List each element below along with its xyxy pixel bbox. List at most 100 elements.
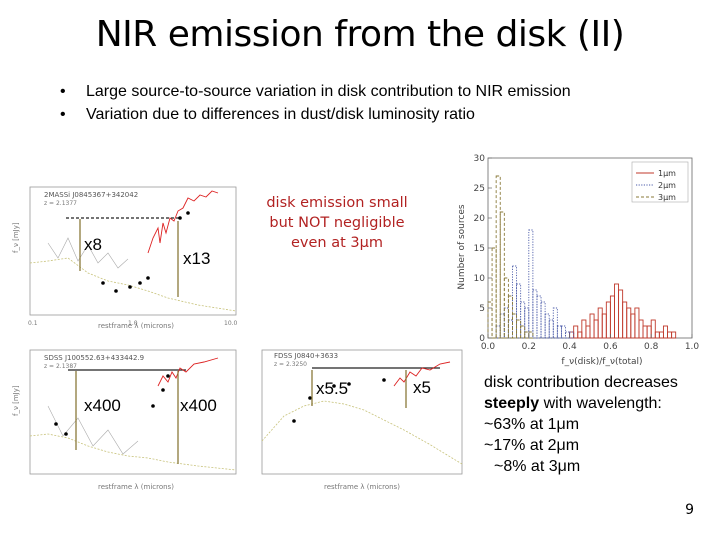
y-tick-label: 5 [479, 304, 485, 314]
x-axis-label: restframe λ (microns) [98, 483, 174, 491]
chart-legend: 1μm 2μm 3μm [631, 161, 689, 203]
summary-line: steeply with wavelength: [484, 395, 662, 412]
bullet-item: Variation due to differences in dust/dis… [60, 103, 700, 126]
histogram-bar [495, 175, 501, 339]
histogram-bar [630, 313, 636, 339]
x-tick-label: 0.4 [562, 342, 577, 352]
source-label: 2MASSi J0845367+342042 [44, 191, 138, 199]
sed-panel-2: SDSS J100552.63+433442.9 z = 2.1387 f_ν … [12, 349, 237, 491]
svg-text:z = 2.1387: z = 2.1387 [44, 363, 77, 370]
histogram-bar [597, 307, 603, 339]
histogram-bar [520, 301, 526, 339]
y-tick-label: 25 [474, 184, 485, 194]
y-axis-label: f_ν [mJy] [12, 222, 20, 253]
histogram-bar [671, 331, 677, 339]
histogram-bar [658, 331, 664, 339]
histogram-bar [507, 295, 513, 339]
histogram-bar [507, 319, 513, 339]
x-tick-label: 0.2 [522, 342, 536, 352]
x-tick-label: 0.8 [644, 342, 659, 352]
histogram-bar [503, 277, 509, 339]
histogram-bar [565, 331, 571, 339]
bullet-item: Large source-to-source variation in disk… [60, 80, 700, 103]
scale-annotation: x5 [413, 378, 431, 397]
y-tick-label: 20 [474, 214, 486, 224]
histogram-bar [642, 325, 648, 339]
histogram-bar [585, 325, 591, 339]
histogram-bar [512, 265, 518, 339]
y-tick-label: 0 [479, 334, 485, 344]
histogram-bar [667, 331, 673, 339]
scale-annotation: x13 [183, 249, 211, 268]
histogram-bar [544, 313, 550, 339]
x-tick-label: 0.0 [481, 342, 496, 352]
histogram-bar [614, 283, 620, 339]
source-label: SDSS J100552.63+433442.9 [44, 354, 144, 362]
svg-text:1.0: 1.0 [128, 320, 138, 327]
slide-title: NIR emission from the disk (II) [95, 14, 625, 55]
histogram-bar [646, 325, 652, 339]
histogram-bar [487, 301, 493, 339]
page-number: 9 [685, 502, 694, 518]
histogram-bar [503, 307, 509, 339]
svg-text:z = 2.1377: z = 2.1377 [44, 200, 77, 207]
histogram-bar [626, 307, 632, 339]
histogram-bar [650, 319, 656, 339]
y-axis-label: Number of sources [457, 204, 467, 289]
histogram-bar [556, 325, 562, 339]
histogram-bar [499, 211, 505, 339]
histogram-bar [491, 247, 497, 339]
x-tick-label: 0.6 [603, 342, 618, 352]
bullet-list: Large source-to-source variation in disk… [60, 80, 700, 126]
histogram-bar [524, 307, 530, 339]
y-axis-label: f_ν [mJy] [12, 385, 20, 416]
x-axis-label: restframe λ (microns) [98, 322, 174, 330]
svg-text:10.0: 10.0 [224, 320, 238, 327]
scale-annotation: x400 [180, 396, 217, 415]
histogram-bar [638, 319, 644, 339]
scale-annotation: x400 [84, 396, 121, 415]
histogram-bar [524, 331, 530, 339]
histogram-bar [548, 319, 554, 339]
histogram-bar [634, 307, 640, 339]
histogram-bar [536, 295, 542, 339]
legend-label: 1μm [658, 169, 676, 178]
legend-box [631, 161, 689, 203]
histogram-bar [499, 313, 505, 339]
histogram-bar [601, 313, 607, 339]
scale-annotation: x8 [84, 235, 102, 254]
histogram-bar [516, 283, 522, 339]
histogram-bar [552, 307, 558, 339]
svg-text:0.1: 0.1 [28, 320, 38, 327]
histogram-bar [532, 289, 538, 339]
histogram-bar [589, 313, 595, 339]
summary-item: ~63% at 1μm [484, 416, 580, 433]
summary-text: disk contribution decreases steeply with… [484, 372, 720, 477]
histogram-bar [569, 331, 575, 339]
svg-text:z = 2.3250: z = 2.3250 [274, 361, 307, 368]
sed-panel-3: FDSS J0840+3633 z = 2.3250 restframe λ (… [261, 349, 463, 491]
histogram-bar [618, 289, 624, 339]
histogram-bar [540, 301, 546, 339]
source-label: FDSS J0840+3633 [274, 352, 338, 360]
histogram-bar [516, 319, 522, 339]
histogram-bar [581, 319, 587, 339]
histogram-bar [622, 301, 628, 339]
histogram-bar [495, 325, 501, 339]
disk-fraction-histogram: 0.0 0.2 0.4 0.6 0.8 1.0 0 5 10 15 20 25 30 f_ν(disk)… [457, 154, 700, 367]
histogram-bar [573, 325, 579, 339]
scale-annotation: x5.5 [316, 379, 349, 398]
histogram-bar [520, 325, 526, 339]
x-axis-label: restframe λ (microns) [324, 483, 400, 491]
histogram-bar [512, 313, 518, 339]
histogram-bar [560, 325, 566, 339]
x-tick-label: 1.0 [685, 342, 700, 352]
summary-item: ~17% at 2μm [484, 437, 580, 454]
summary-line: disk contribution decreases [484, 374, 678, 391]
histogram-bar [654, 331, 660, 339]
histogram-bar [528, 331, 534, 339]
legend-label: 2μm [658, 181, 676, 190]
y-tick-label: 10 [474, 274, 486, 284]
histogram-bar [577, 331, 583, 339]
y-tick-label: 15 [474, 244, 485, 254]
